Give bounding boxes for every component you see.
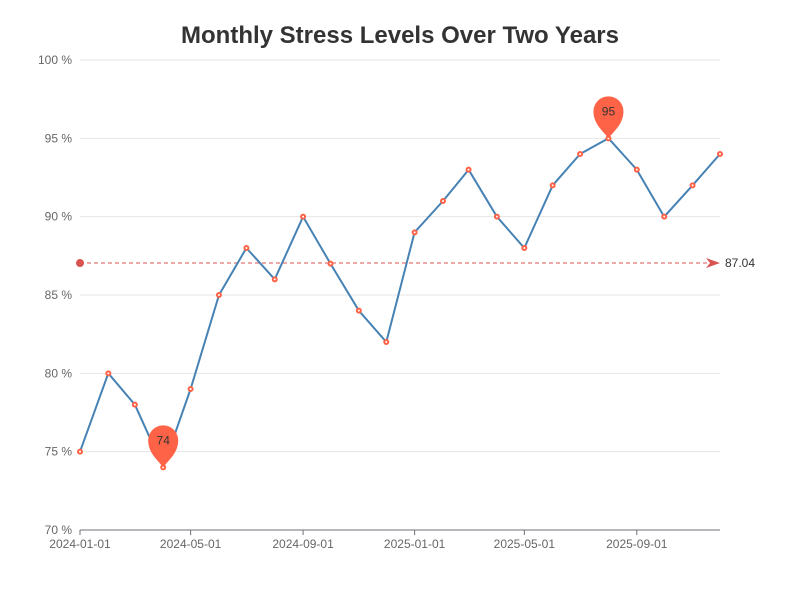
grid-lines (80, 59, 720, 453)
x-tick-label-4: 2025-05-01 (494, 537, 556, 551)
average-line-group: 87.04 (76, 256, 755, 270)
data-point (105, 370, 112, 377)
series-group (77, 135, 723, 471)
data-point (271, 276, 278, 283)
chart-title: Monthly Stress Levels Over Two Years (181, 22, 619, 49)
data-point (243, 245, 250, 251)
data-point (633, 166, 640, 173)
data-point (493, 213, 500, 220)
min-marker-label: 74 (157, 433, 171, 447)
data-point (327, 260, 334, 267)
data-point (689, 182, 696, 189)
data-point (300, 213, 307, 220)
data-point (549, 182, 556, 189)
y-tick-label-75: 75 % (45, 445, 73, 459)
x-axis: 2024-01-01 2024-05-01 2024-09-01 2025-01-01… (49, 529, 720, 551)
data-point (215, 292, 222, 298)
data-point (411, 229, 418, 236)
data-point (717, 151, 723, 157)
x-tick-label-2: 2024-09-01 (272, 537, 334, 551)
y-tick-label-70: 70 % (45, 523, 73, 537)
data-point (131, 401, 138, 408)
y-tick-label-95: 95 % (45, 131, 73, 145)
y-tick-label-80: 80 % (45, 366, 73, 380)
average-line-arrow (706, 258, 720, 269)
x-tick-label-3: 2025-01-01 (384, 537, 446, 551)
data-point (661, 213, 668, 220)
data-point (465, 166, 472, 173)
y-tick-label-90: 90 % (45, 210, 73, 224)
marker-group: 95 74 (148, 96, 624, 468)
x-tick-label-0: 2024-01-01 (49, 537, 111, 551)
data-point (355, 307, 362, 314)
max-marker-pin (593, 96, 624, 139)
min-marker-pin (148, 425, 179, 468)
max-marker-label: 95 (602, 104, 616, 118)
x-tick-label-1: 2024-05-01 (160, 537, 222, 551)
data-point (187, 386, 194, 392)
y-tick-label-100: 100 % (38, 53, 72, 67)
y-axis-ticks: 70 % 75 % 80 % 85 % 90 % 95 % 100 % (38, 53, 72, 537)
data-point (383, 339, 390, 345)
data-point (439, 198, 446, 204)
x-tick-label-5: 2025-09-01 (606, 537, 668, 551)
average-label: 87.04 (725, 256, 755, 270)
data-point (521, 245, 528, 251)
series-line (79, 137, 721, 469)
data-point (77, 448, 83, 455)
average-line-start-dot (76, 259, 84, 268)
data-point (577, 151, 584, 157)
y-tick-label-85: 85 % (45, 288, 73, 302)
